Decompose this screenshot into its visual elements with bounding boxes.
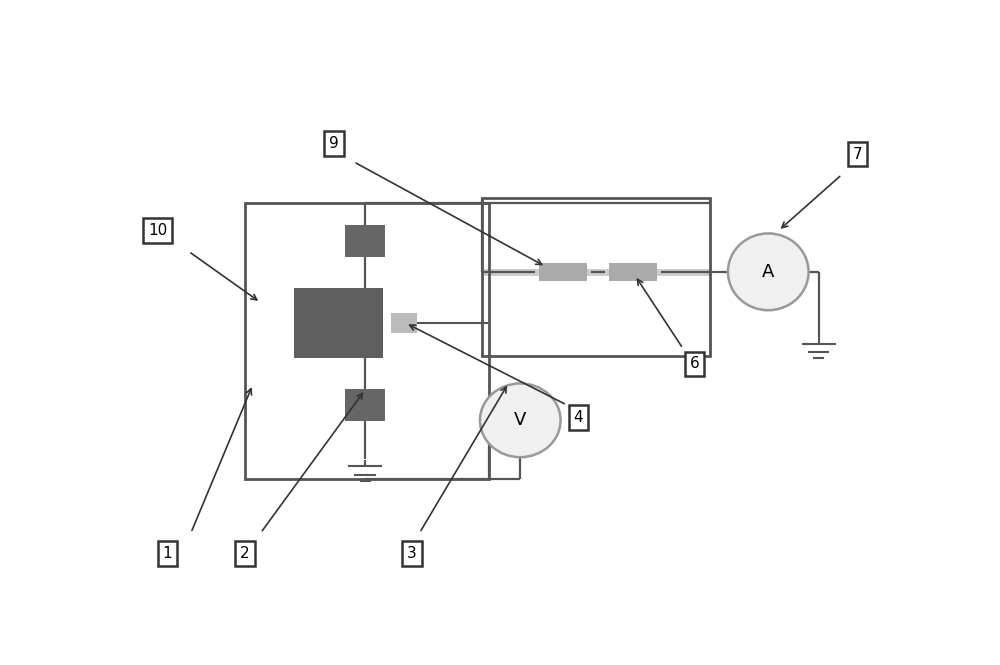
Text: 6: 6	[690, 356, 700, 372]
Bar	[245, 203, 489, 479]
Text: 2: 2	[240, 546, 250, 561]
Bar	[294, 289, 383, 358]
Bar	[345, 389, 385, 421]
Bar	[482, 198, 710, 356]
Text: V: V	[514, 412, 526, 430]
Ellipse shape	[480, 384, 561, 457]
Text: 1: 1	[163, 546, 172, 561]
Text: 10: 10	[148, 223, 167, 238]
Bar	[391, 313, 417, 332]
Text: 4: 4	[574, 410, 583, 425]
Bar	[345, 225, 385, 257]
Ellipse shape	[728, 233, 809, 310]
Text: 9: 9	[329, 136, 339, 152]
Text: A: A	[762, 263, 774, 281]
Text: 7: 7	[853, 146, 862, 162]
Bar	[539, 263, 587, 281]
Text: 3: 3	[407, 546, 417, 561]
Bar	[609, 263, 657, 281]
